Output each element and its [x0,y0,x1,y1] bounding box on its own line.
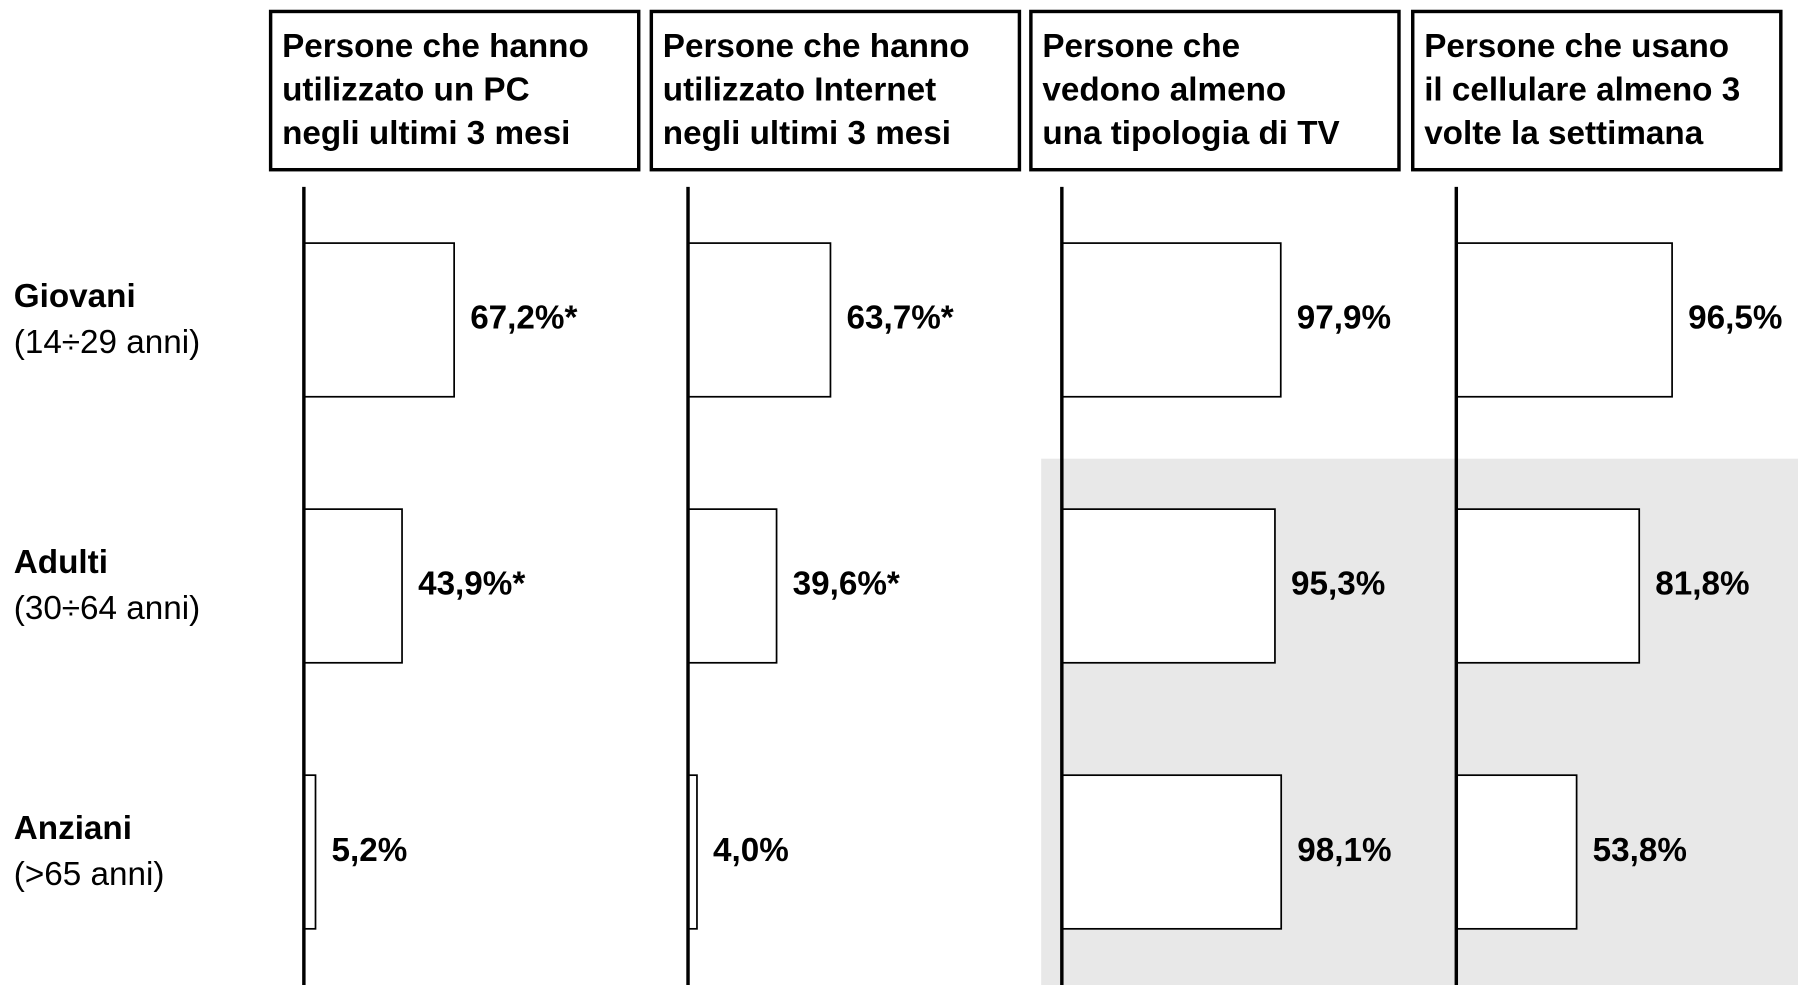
row-label: Giovani [14,278,136,315]
panel-title: negli ultimi 3 mesi [663,115,951,152]
row-label: Adulti [14,544,108,581]
value-label: 67,2%* [470,300,577,337]
value-label: 98,1% [1297,832,1391,869]
value-label: 63,7%* [847,300,954,337]
panel-title: Persone che hanno [663,28,970,65]
bar [1060,242,1282,398]
row-sublabel: (>65 anni) [14,856,165,893]
header-box [1029,9,1401,172]
bar [303,774,317,930]
chart-area: Giovani (14÷29 anni) Adulti (30÷64 anni) Anz… [14,9,1798,985]
row-sublabel: (30÷64 anni) [14,590,200,627]
value-label: 95,3% [1291,566,1385,603]
header-box [1411,9,1783,172]
bar [1455,774,1578,930]
row-label: Anziani [14,810,132,847]
panel-title: Persone che [1042,28,1240,65]
value-label: 53,8% [1593,832,1687,869]
panel-title: negli ultimi 3 mesi [282,115,570,152]
header-box [649,9,1022,172]
bar [1455,508,1641,664]
bar [303,242,455,398]
bar [1060,774,1283,930]
value-label: 81,8% [1655,566,1749,603]
panel-title: vedono almeno [1042,72,1286,109]
bar [687,508,778,664]
header-box [268,9,641,172]
value-label: 4,0% [713,832,789,869]
bar [1455,242,1673,398]
panel-title: una tipologia di TV [1042,115,1339,152]
value-label: 43,9%* [418,566,525,603]
bar [1060,508,1276,664]
panel-title: utilizzato un PC [282,72,530,109]
row-sublabel: (14÷29 anni) [14,324,200,361]
panel-title: Persone che usano [1424,28,1729,65]
value-label: 97,9% [1297,300,1391,337]
value-label: 96,5% [1688,300,1782,337]
panel-title: il cellulare almeno 3 [1424,72,1740,109]
value-label: 5,2% [332,832,408,869]
bar [687,242,832,398]
bar [303,508,403,664]
panel-title: volte la settimana [1424,115,1704,152]
panel-title: Persone che hanno [282,28,589,65]
value-label: 39,6%* [793,566,900,603]
panel-title: utilizzato Internet [663,72,936,109]
